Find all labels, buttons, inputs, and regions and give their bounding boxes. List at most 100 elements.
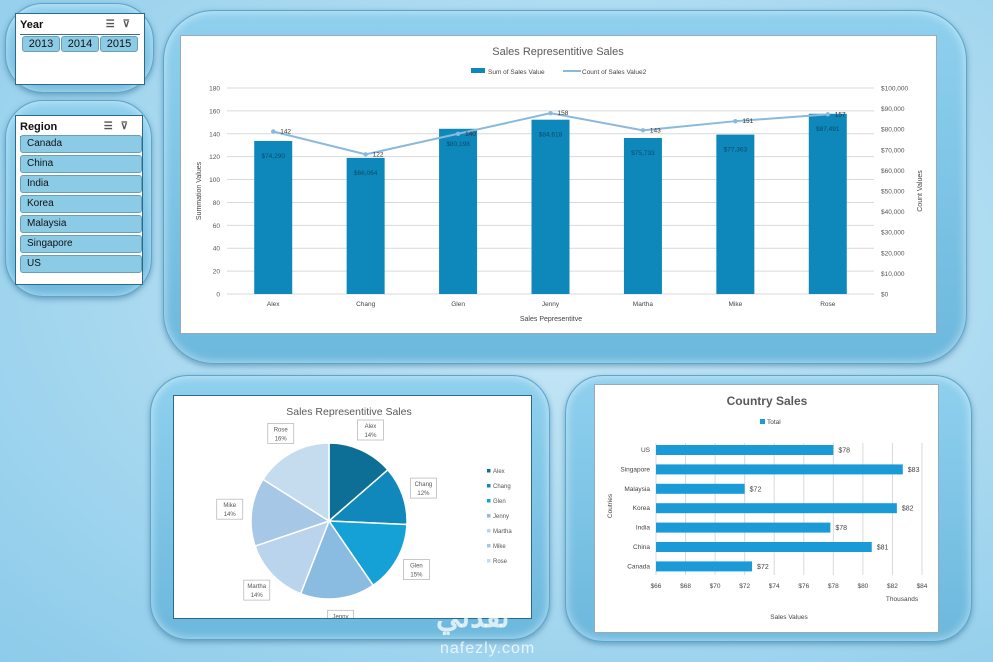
multi-select-icon[interactable]: ☰ (103, 121, 121, 132)
x-tick-label: Mike (728, 301, 742, 308)
x-tick-label: Chang (356, 301, 376, 308)
bar-data-label: $82 (902, 506, 914, 513)
y2-tick-label: $70,000 (881, 147, 905, 154)
legend-swatch (487, 559, 491, 563)
y2-tick-label: $30,000 (881, 230, 905, 237)
bar-data-label: $81 (877, 545, 889, 552)
y2-tick-label: $80,000 (881, 127, 905, 134)
legend-label: Mike (493, 544, 506, 550)
x-tick-label: Glen (451, 301, 465, 308)
clear-filter-icon[interactable]: ⊽ (120, 121, 136, 132)
pie-callout (243, 579, 271, 601)
x-tick-label: $74 (769, 583, 780, 590)
y2-tick-label: $40,000 (881, 209, 905, 216)
multi-select-icon[interactable]: ☰ (105, 19, 123, 30)
pie-slice-rose (262, 442, 330, 523)
x-tick-label: Martha (633, 301, 654, 308)
y-axis-title: Summation Values (196, 161, 203, 220)
watermark-logo: نفذلي (436, 601, 510, 634)
year-2015-button[interactable]: 2015 (100, 36, 138, 52)
x-tick-label: $68 (680, 583, 691, 590)
year-slicer: Year ☰⊽ 2013 2014 2015 (15, 13, 145, 85)
bar-china (656, 542, 872, 552)
x-tick-label: $82 (887, 583, 898, 590)
line-data-label: 122 (373, 151, 384, 158)
legend-label: Rose (493, 559, 508, 565)
bar-data-label: $87,491 (816, 126, 840, 133)
x-tick-label: $80 (857, 583, 868, 590)
line-point (825, 112, 830, 117)
x-tick-label: $78 (828, 583, 839, 590)
y2-tick-label: $60,000 (881, 168, 905, 175)
combo-chart-svg: Sales Representitive Sales Sum of Sales … (196, 46, 924, 323)
bar-data-label: $77,363 (724, 147, 748, 154)
y2-tick-label: $20,000 (881, 250, 905, 257)
x-tick-label: Jenny (542, 301, 560, 308)
pie-slice-jenny (299, 519, 375, 600)
region-india-button[interactable]: India (20, 175, 142, 193)
region-us-button[interactable]: US (20, 255, 142, 273)
legend-label: Martha (493, 529, 512, 535)
bar-data-label: $80,198 (446, 141, 470, 148)
pie-chart[interactable]: Sales Representitive Sales Alex 14% Alex Ch… (173, 395, 532, 631)
bar-data-label: $78 (838, 448, 850, 455)
pie-label-name: Alex (365, 424, 377, 430)
legend-bar-swatch (471, 68, 485, 73)
y-axis-title: Coutries (607, 493, 614, 518)
legend-swatch (487, 484, 491, 488)
bar-jenny (531, 119, 570, 294)
x-axis-title: Sales Pepresentitve (520, 316, 582, 323)
region-korea-button[interactable]: Korea (20, 195, 142, 213)
x-tick-label: $72 (739, 583, 750, 590)
line-data-label: 142 (280, 128, 291, 135)
legend-label: Alex (493, 469, 505, 475)
pie-callout (357, 419, 384, 441)
x-tick-label: $66 (651, 583, 662, 590)
pie-slice-glen (327, 520, 408, 587)
y-tick-label: 60 (213, 223, 221, 230)
y-tick-label: 0 (216, 292, 220, 299)
legend-swatch (487, 469, 491, 473)
bar-india (656, 522, 831, 533)
y-tick-label: 100 (209, 177, 220, 184)
pie-callout (267, 423, 295, 444)
legend-label: Jenny (493, 514, 509, 520)
year-2013-button[interactable]: 2013 (22, 36, 60, 52)
region-singapore-button[interactable]: Singapore (20, 235, 142, 253)
country-chart[interactable]: Country Sales Total $66 $68 $70 $72 $74 $76 $7… (594, 384, 939, 633)
line-point (271, 129, 276, 134)
country-chart-svg: Country Sales Total $66 $68 $70 $72 $74 $76 $7… (607, 394, 928, 621)
bar-singapore (656, 464, 903, 475)
legend-swatch (487, 499, 491, 503)
legend-swatch (487, 544, 491, 548)
y-tick-label: 40 (213, 246, 221, 253)
combo-chart[interactable]: Sales Representitive Sales Sum of Sales … (180, 35, 937, 334)
y2-axis-title: Count Values (917, 170, 924, 212)
y-tick-label: Malaysia (624, 486, 650, 493)
region-slicer: Region ☰⊽ Canada China India Korea Malay… (15, 115, 143, 285)
watermark-url: nafezly.com (440, 640, 536, 657)
bar-data-label: $83 (908, 467, 920, 474)
line-point (640, 128, 646, 133)
bar-data-label: $78 (835, 525, 847, 532)
x-axis-title: Sales Values (770, 614, 808, 621)
x-tick-label: $70 (710, 583, 721, 590)
chart-title: Sales Representitive Sales (492, 46, 624, 58)
line-data-label: 158 (558, 110, 569, 117)
bar-data-label: $72 (757, 564, 769, 571)
region-canada-button[interactable]: Canada (20, 135, 142, 153)
line-point (363, 152, 368, 157)
pie-chart-svg: Sales Representitive Sales Alex 14% Alex Ch… (216, 406, 512, 631)
pie-callout (216, 498, 244, 520)
region-malaysia-button[interactable]: Malaysia (20, 215, 142, 233)
x-tick-label: $84 (917, 583, 928, 590)
x-tick-label: Rose (820, 301, 836, 308)
region-slicer-title: Region (20, 121, 58, 133)
region-china-button[interactable]: China (20, 155, 142, 173)
clear-filter-icon[interactable]: ⊽ (122, 19, 138, 30)
pie-label-pct: 14% (364, 433, 377, 439)
year-2014-button[interactable]: 2014 (61, 36, 99, 52)
pie-label-pct: 16% (275, 436, 288, 442)
bar-canada (656, 561, 753, 572)
y2-tick-label: $100,000 (881, 86, 908, 93)
